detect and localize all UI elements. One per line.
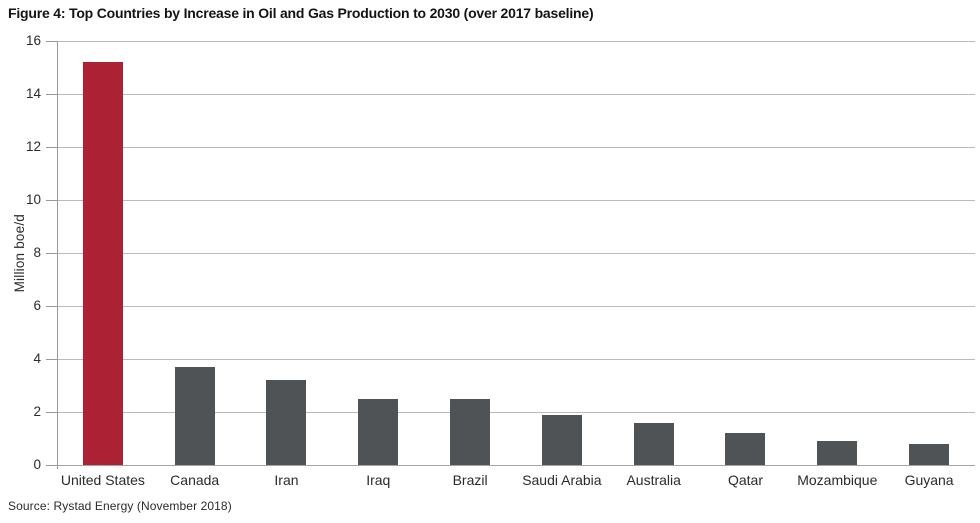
y-tick-mark-16 (46, 41, 57, 42)
y-tick-label-0: 0 (33, 457, 41, 472)
y-tick-label-14: 14 (25, 86, 41, 101)
bar-column-iraq: Iraq (332, 41, 424, 488)
plot-area: 0 2 4 6 8 10 12 14 16 United States Canada Iran Iraq… (26, 33, 975, 488)
x-label-mozambique: Mozambique (797, 472, 878, 488)
figure-title: Figure 4: Top Countries by Increase in O… (8, 5, 594, 21)
y-tick-mark-0 (46, 465, 57, 466)
bar-iraq (358, 398, 399, 465)
y-tick-label-4: 4 (33, 351, 41, 366)
x-label-canada: Canada (170, 472, 220, 488)
gridline-16 (57, 41, 975, 42)
x-label-guyana: Guyana (904, 472, 954, 488)
bar-australia (633, 422, 674, 465)
y-tick-mark-2 (46, 412, 57, 413)
gridline-10 (57, 200, 975, 201)
y-tick-mark-14 (46, 94, 57, 95)
y-tick-mark-12 (46, 147, 57, 148)
bar-column-australia: Australia (608, 41, 700, 488)
gridline-14 (57, 94, 975, 95)
bar-column-united-states: United States (57, 41, 149, 488)
bar-canada (174, 366, 215, 465)
bar-united-states (82, 62, 123, 465)
source-note: Source: Rystad Energy (November 2018) (8, 499, 232, 513)
y-tick-mark-10 (46, 200, 57, 201)
gridline-12 (57, 147, 975, 148)
bar-column-iran: Iran (241, 41, 333, 488)
bar-column-canada: Canada (149, 41, 241, 488)
y-tick-label-6: 6 (33, 298, 41, 313)
y-tick-label-8: 8 (33, 245, 41, 260)
x-label-brazil: Brazil (452, 472, 488, 488)
x-axis-line (57, 465, 975, 466)
y-tick-label-12: 12 (25, 139, 41, 154)
y-axis-line (57, 41, 58, 469)
y-tick-label-2: 2 (33, 404, 41, 419)
bar-column-brazil: Brazil (424, 41, 516, 488)
bar-guyana (909, 443, 950, 465)
bar-saudi-arabia (541, 414, 582, 465)
x-label-united-states: United States (60, 472, 145, 488)
x-label-iraq: Iraq (366, 472, 391, 488)
y-tick-mark-4 (46, 359, 57, 360)
bar-brazil (450, 398, 491, 465)
bar-qatar (725, 433, 766, 465)
x-label-iran: Iran (274, 472, 299, 488)
y-tick-mark-6 (46, 306, 57, 307)
bar-column-saudi-arabia: Saudi Arabia (516, 41, 608, 488)
gridline-4 (57, 359, 975, 360)
bar-mozambique (817, 441, 858, 465)
gridline-2 (57, 412, 975, 413)
bar-iran (266, 380, 307, 465)
x-label-australia: Australia (626, 472, 681, 488)
x-label-qatar: Qatar (727, 472, 763, 488)
y-tick-label-10: 10 (25, 192, 41, 207)
y-tick-mark-8 (46, 253, 57, 254)
gridline-6 (57, 306, 975, 307)
bar-column-qatar: Qatar (700, 41, 792, 488)
y-tick-label-16: 16 (25, 33, 41, 48)
bar-column-guyana: Guyana (883, 41, 975, 488)
gridline-8 (57, 253, 975, 254)
bar-column-mozambique: Mozambique (791, 41, 883, 488)
x-label-saudi-arabia: Saudi Arabia (522, 472, 602, 488)
